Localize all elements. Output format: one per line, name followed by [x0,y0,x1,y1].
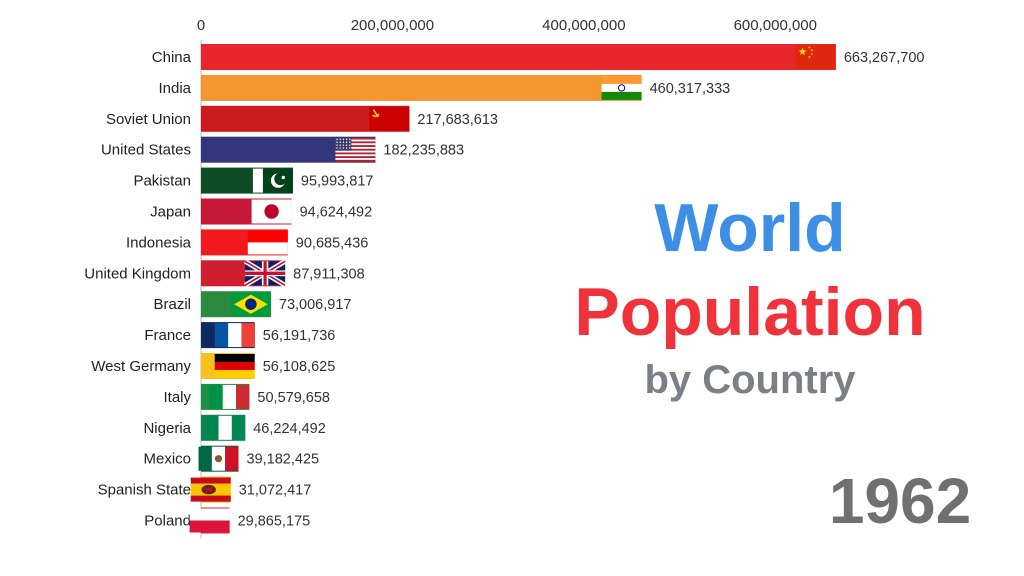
bar-row: Indonesia 90,685,436 [126,229,369,256]
x-axis-ticks: 0 200,000,000 400,000,000 600,000,000 [197,17,817,34]
value-label: 56,191,736 [263,328,336,344]
bar-row: West Germany 56,108,625 [91,353,335,379]
bar-row: Mexico 39,182,425 [143,445,320,472]
category-label: India [158,80,191,97]
west-germany-flag-icon [214,354,255,378]
mexico-flag-icon [198,446,239,471]
bar-row: Japan 94,624,492 [150,198,373,225]
value-label: 95,993,817 [301,174,374,190]
value-label: 39,182,425 [247,452,320,468]
bar-row: Italy 50,579,658 [163,383,330,410]
category-label: Poland [144,513,191,530]
value-label: 50,579,658 [257,390,330,406]
indonesia-flag-icon [247,230,288,255]
nigeria-flag-icon [205,415,246,440]
bar-row: United Kingdom 87,911,308 [84,259,365,288]
value-label: 217,683,613 [417,112,498,128]
value-label: 90,685,436 [296,235,369,251]
bar-row: United States 182,235,883 [101,136,464,163]
bar [201,44,836,70]
poland-flag-icon [189,508,230,533]
x-tick-label: 600,000,000 [734,17,817,34]
bar-row: Nigeria 46,224,492 [143,414,326,441]
bar-row: France 56,191,736 [144,322,336,349]
x-tick-label: 200,000,000 [351,17,434,34]
category-label: Nigeria [143,420,191,437]
brazil-flag-icon [230,292,271,317]
category-label: Mexico [143,451,191,468]
x-tick-label: 0 [197,17,205,34]
year-label: 1962 [828,465,972,537]
category-label: Italy [163,389,191,406]
category-label: West Germany [91,358,191,375]
category-label: China [152,49,192,66]
category-label: Spanish State [98,482,191,499]
bar-row: Pakistan 95,993,817 [133,167,374,194]
bar-row: Poland 29,865,175 [144,507,311,534]
category-label: Soviet Union [106,111,191,128]
value-label: 29,865,175 [238,514,311,530]
category-label: France [144,327,191,344]
chart-title: World Population by Country [540,186,960,406]
japan-flag-icon [251,199,292,224]
united-states-flag-icon [335,137,376,162]
value-label: 31,072,417 [239,483,312,499]
category-label: United Kingdom [84,265,191,282]
category-label: Japan [150,204,191,221]
bar [201,74,642,101]
x-tick-label: 400,000,000 [542,17,625,34]
spanish-state-flag-icon [190,477,231,502]
china-flag-icon [795,45,836,69]
category-label: United States [101,142,191,159]
value-label: 56,108,625 [263,359,336,375]
value-label: 46,224,492 [253,421,326,437]
bar-row: India 460,317,333 [158,74,731,101]
value-label: 460,317,333 [650,81,731,97]
title-line-population: Population [574,274,926,350]
bar-rows: China 663,267,700 India 460,317,333 Soviet U… [84,44,924,534]
value-label: 73,006,917 [279,297,352,313]
value-label: 94,624,492 [300,205,373,221]
title-line-by-country: by Country [644,358,856,402]
soviet-union-flag-icon [369,106,410,131]
india-flag-icon [601,75,642,100]
category-label: Pakistan [133,173,191,190]
pakistan-flag-icon [252,168,293,193]
italy-flag-icon [209,384,250,409]
france-flag-icon [214,323,255,348]
united-kingdom-flag-icon [243,259,287,288]
bar-row: Brazil 73,006,917 [153,291,352,318]
category-label: Indonesia [126,234,192,251]
value-label: 182,235,883 [383,143,464,159]
bar-row: Spanish State 31,072,417 [98,476,312,503]
bar-row: China 663,267,700 [152,44,925,70]
bar-row: Soviet Union 217,683,613 [106,105,498,132]
title-line-world: World [654,190,846,266]
value-label: 87,911,308 [293,266,365,282]
value-label: 663,267,700 [844,50,925,66]
category-label: Brazil [153,296,191,313]
